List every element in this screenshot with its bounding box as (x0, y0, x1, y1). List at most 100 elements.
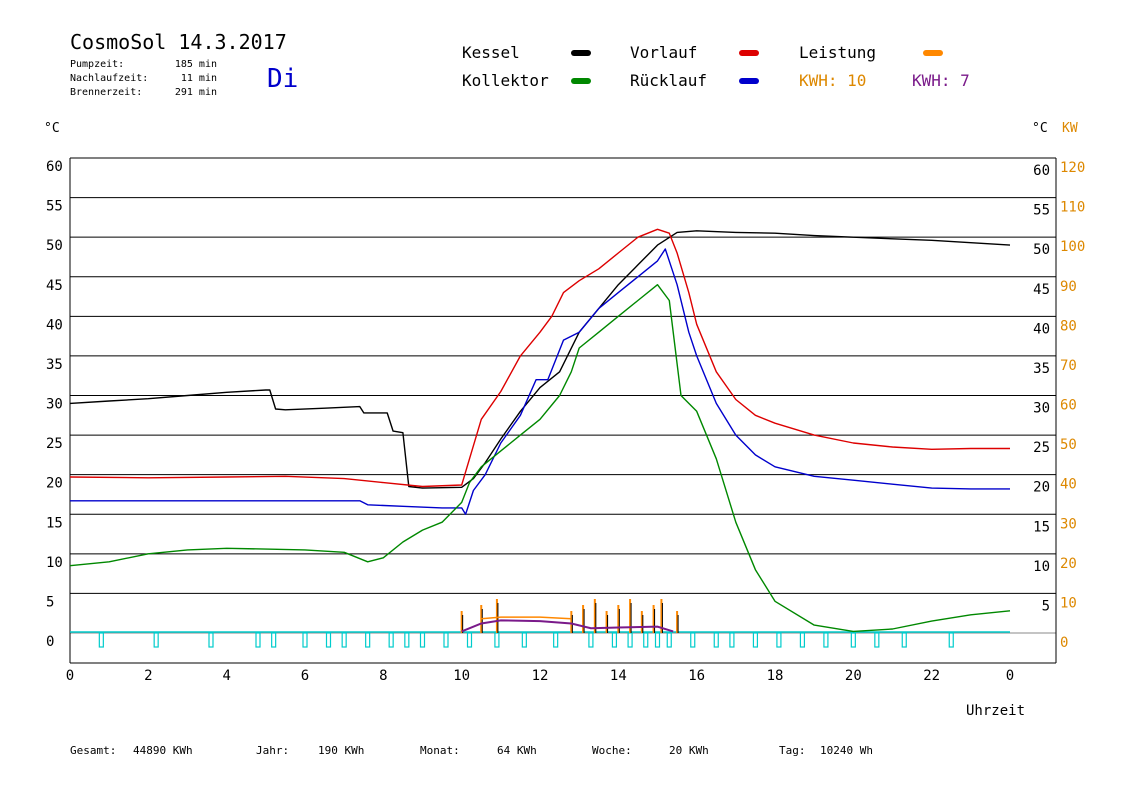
left-tick-label: 40 (46, 317, 63, 333)
right-c-tick-label: 50 (1033, 242, 1050, 258)
pump-pulse (98, 632, 104, 648)
stat-value: 185 min (175, 59, 217, 70)
pump-pulse (521, 632, 527, 648)
footer-value: 44890 KWh (133, 744, 193, 757)
solar-power-trace (461, 619, 674, 633)
right-c-tick-labels: 60 55 50 45 40 35 30 25 20 15 10 5 (1033, 163, 1050, 614)
legend-label: Vorlauf (630, 43, 697, 62)
right-c-tick-label: 15 (1033, 519, 1050, 535)
pump-pulse (341, 632, 347, 648)
x-tick-label: 12 (532, 668, 549, 684)
stat-label: Pumpzeit: (70, 59, 124, 70)
pump-pulse (901, 632, 907, 648)
left-tick-label: 45 (46, 278, 63, 294)
right-kw-tick-label: 10 (1060, 595, 1077, 611)
footer-value: 64 KWh (497, 744, 537, 757)
footer-label: Tag: (779, 744, 806, 757)
x-tick-label: 2 (144, 668, 152, 684)
right-kw-tick-label: 50 (1060, 437, 1077, 453)
x-tick-label: 6 (301, 668, 309, 684)
pump-pulse (494, 632, 500, 648)
right-kw-tick-label: 80 (1060, 318, 1077, 334)
kwh-label: KWH: 10 (799, 71, 866, 90)
right-kw-tick-label: 70 (1060, 358, 1077, 374)
series-group (69, 228, 1011, 633)
pump-pulse (419, 632, 426, 648)
left-tick-label: 35 (46, 357, 63, 373)
stat-value: 291 min (175, 87, 217, 98)
x-tick-label: 14 (610, 668, 627, 684)
right-c-tick-label: 20 (1033, 480, 1050, 496)
right-kw-tick-label: 120 (1060, 160, 1085, 176)
pump-pulse (443, 632, 449, 648)
footer-label: Monat: (420, 744, 460, 757)
series-line-vorlauf (69, 228, 1010, 488)
footer-value: 190 KWh (318, 744, 364, 757)
right-kw-tick-label: 0 (1060, 635, 1068, 651)
pump-pulse (776, 632, 782, 648)
pump-pulse (752, 632, 759, 648)
stat-label: Nachlaufzeit: (70, 73, 148, 84)
footer-label: Gesamt: (70, 744, 116, 757)
left-tick-label: 30 (46, 397, 63, 413)
pump-pulse (666, 632, 672, 648)
pump-pulse (153, 632, 159, 648)
pump-pulse (729, 632, 735, 648)
left-tick-label: 0 (46, 634, 54, 650)
pump-pulse (874, 632, 880, 648)
right-kw-tick-label: 60 (1060, 398, 1077, 414)
pump-pulse (271, 632, 277, 648)
pump-pulse (255, 632, 261, 648)
right-kw-unit-label: KW (1062, 121, 1078, 136)
right-c-tick-label: 10 (1033, 559, 1050, 575)
legend: Kessel Vorlauf Leistung Kollektor Rückla… (462, 43, 970, 90)
x-tick-label: 8 (379, 668, 387, 684)
stat-value: 11 min (181, 73, 217, 84)
legend-label: Rücklauf (630, 71, 707, 90)
pump-pulse (365, 632, 371, 648)
pump-pulse (690, 632, 696, 648)
pump-pulse (404, 632, 410, 648)
x-tick-label: 10 (453, 668, 470, 684)
pump-pulse (850, 632, 856, 648)
right-c-tick-label: 60 (1033, 163, 1050, 179)
x-tick-label: 16 (688, 668, 705, 684)
x-tick-label: 4 (222, 668, 230, 684)
x-tick-label: 22 (923, 668, 940, 684)
right-c-tick-label: 45 (1033, 282, 1050, 298)
footer-label: Jahr: (256, 744, 289, 757)
grid (70, 157, 1056, 634)
pump-pulse (208, 632, 214, 648)
right-c-tick-label: 55 (1033, 203, 1050, 219)
right-c-tick-label: 25 (1033, 440, 1050, 456)
pump-pulse (388, 632, 394, 648)
pump-pulse (799, 632, 806, 648)
right-kw-tick-label: 20 (1060, 556, 1077, 572)
series-line-rcklauf (70, 248, 1010, 515)
pump-pulse (654, 632, 661, 648)
right-kw-tick-label: 90 (1060, 279, 1077, 295)
footer-value: 20 KWh (669, 744, 709, 757)
pump-pulse (325, 632, 332, 648)
pump-pulse (302, 632, 308, 648)
right-unit-label: °C (1032, 121, 1048, 136)
right-kw-tick-label: 30 (1060, 516, 1077, 532)
pump-pulse (588, 632, 594, 648)
left-tick-label: 20 (46, 476, 63, 492)
stats-block: Pumpzeit: 185 min Nachlaufzeit: 11 min B… (70, 59, 217, 98)
legend-label: Leistung (799, 43, 876, 62)
pump-pulse (466, 632, 473, 648)
x-tick-label: 18 (767, 668, 784, 684)
pump-pulse (643, 632, 649, 648)
pump-markers (70, 631, 1010, 648)
series-line-kollektor (69, 284, 1011, 633)
x-tick-labels: 0 2 4 6 8 10 12 14 16 18 20 22 0 (66, 668, 1014, 684)
left-tick-label: 60 (46, 159, 63, 175)
left-tick-label: 15 (46, 515, 63, 531)
series-line-kessel (69, 230, 1011, 489)
footer-value: 10240 Wh (820, 744, 873, 757)
x-tick-label: 0 (1006, 668, 1014, 684)
